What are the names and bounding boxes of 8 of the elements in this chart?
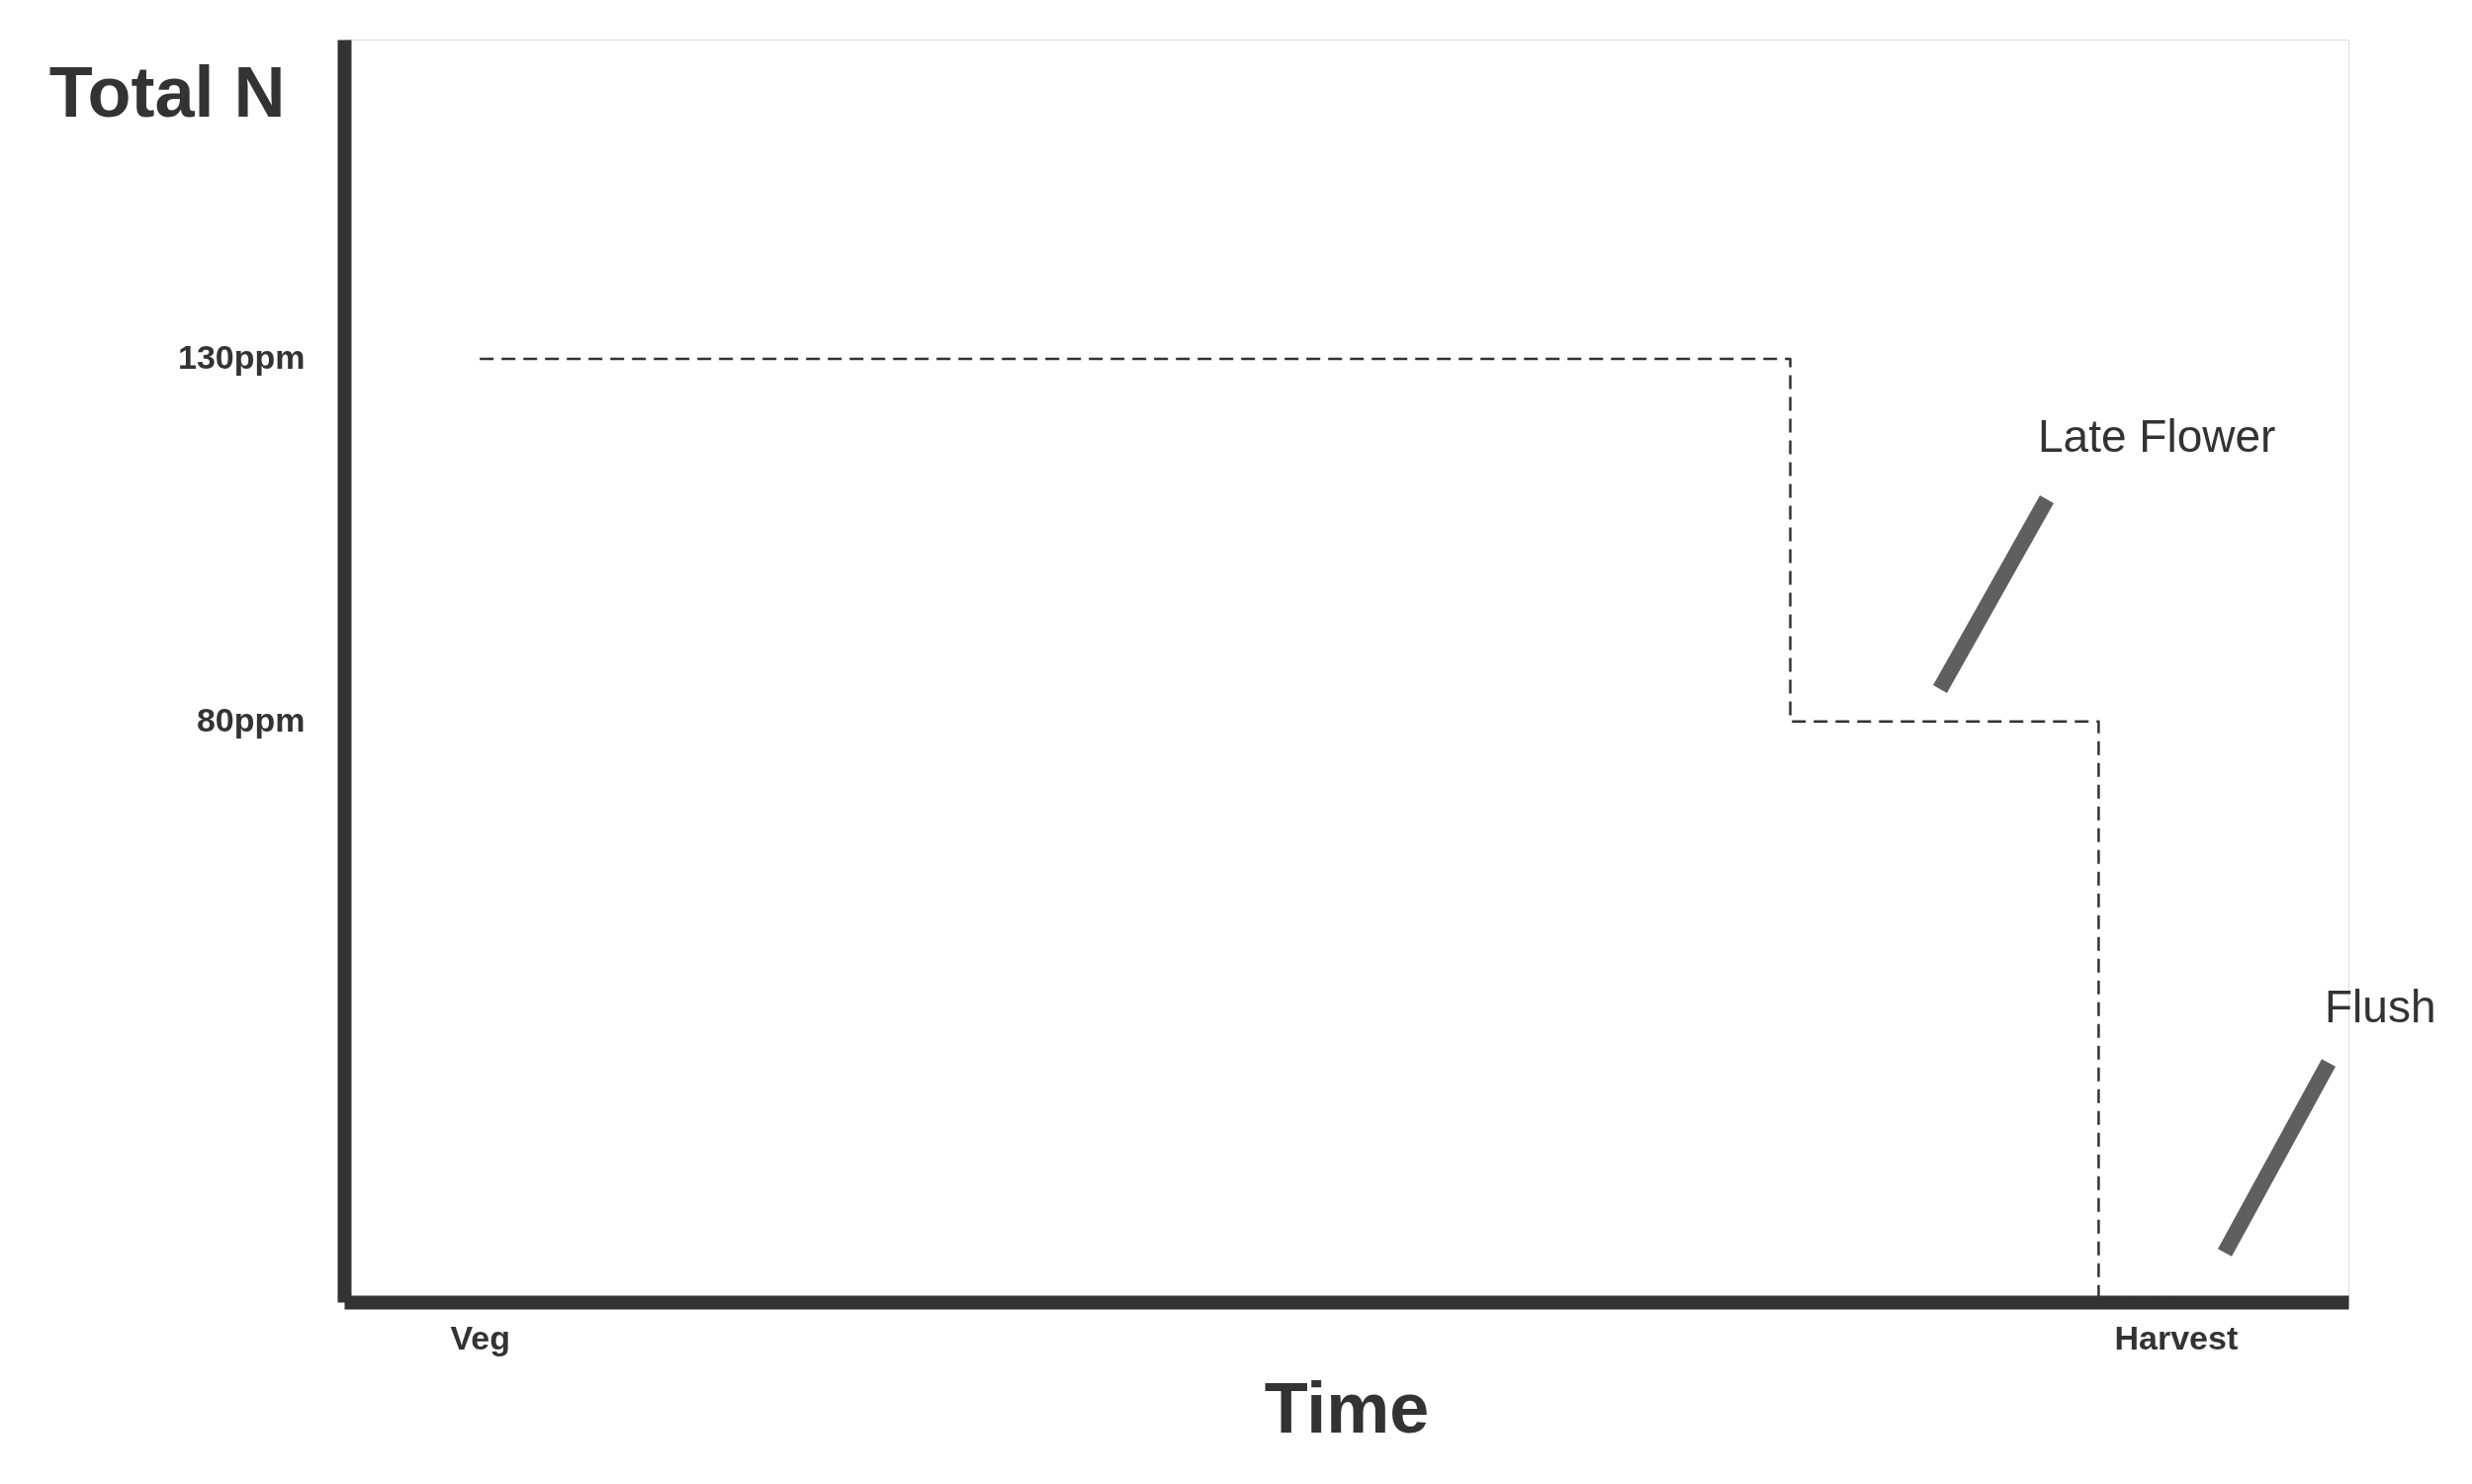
annotation: Late Flower [2038,410,2276,462]
annotation: Flush [2325,981,2436,1032]
y-tick-label: 130ppm [178,338,306,377]
x-tick-label: Veg [450,1318,510,1356]
x-tick-label: Harvest [2114,1318,2239,1356]
y-tick-label: 80ppm [196,701,306,740]
y-axis-title: Total N [48,51,286,131]
x-axis-title: Time [1264,1367,1430,1447]
